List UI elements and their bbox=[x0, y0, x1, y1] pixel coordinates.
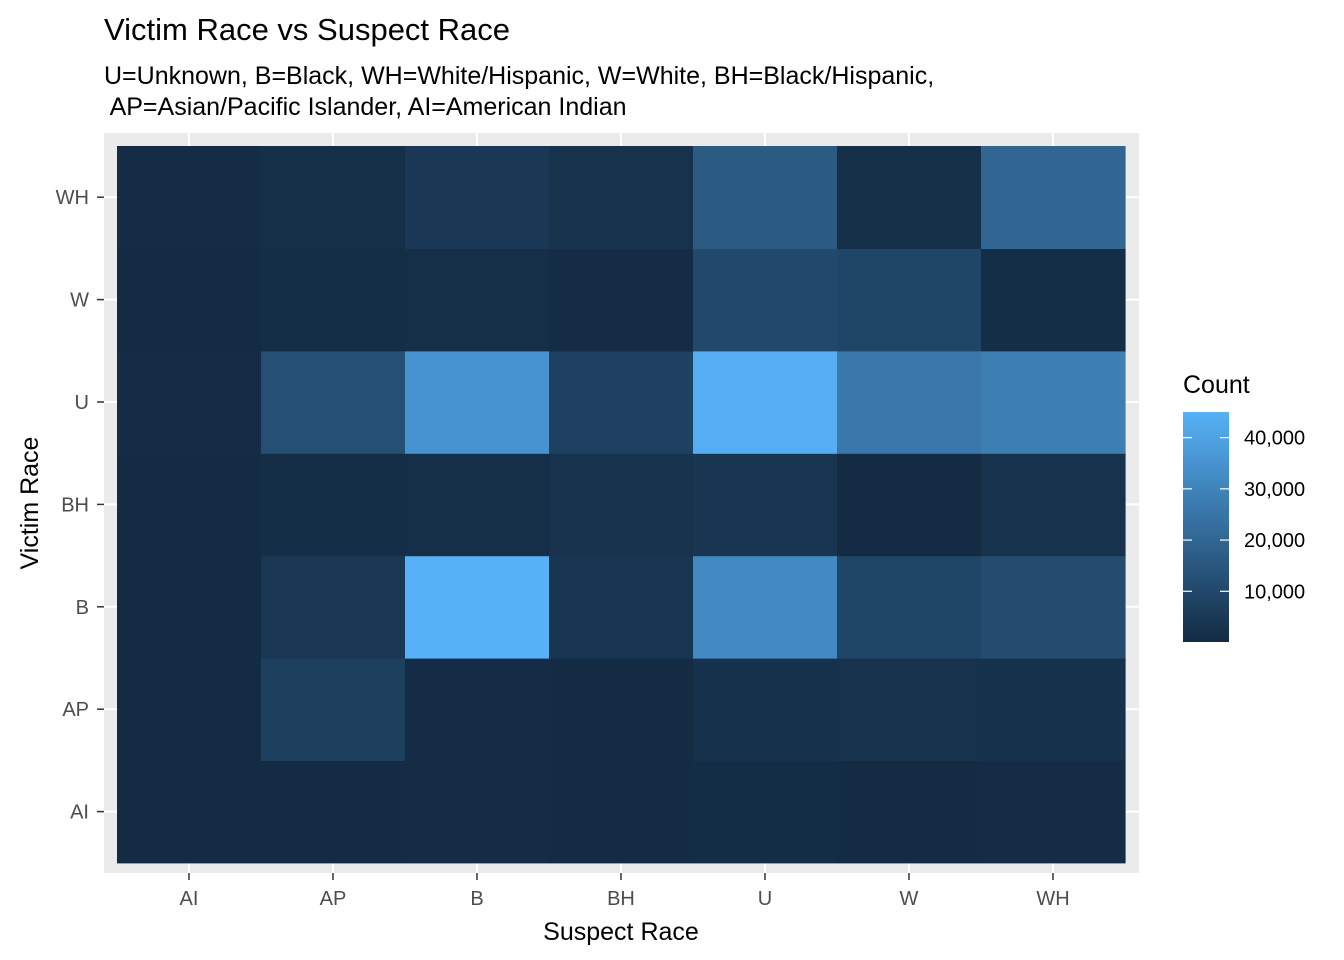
y-tick-label: AP bbox=[62, 699, 89, 721]
heatmap-tile bbox=[549, 658, 694, 761]
x-tick-label: WH bbox=[1036, 888, 1069, 910]
legend-ticks: 10,000 20,000 30,000 40,000 bbox=[1183, 428, 1305, 603]
legend-colorbar bbox=[1183, 412, 1229, 642]
heatmap-tile bbox=[261, 146, 406, 249]
heatmap-tile bbox=[693, 760, 838, 864]
y-tick-label: AI bbox=[70, 802, 89, 824]
heatmap-tile bbox=[981, 760, 1126, 864]
x-tick-label: BH bbox=[607, 888, 635, 910]
heatmap-tile bbox=[405, 248, 550, 352]
heatmap-tile bbox=[549, 555, 694, 659]
heatmap-tile bbox=[549, 453, 694, 557]
heatmap-tile bbox=[837, 146, 982, 249]
heatmap-tile bbox=[837, 248, 982, 352]
heatmap-tile bbox=[981, 146, 1126, 249]
heatmap-tiles bbox=[117, 146, 1126, 864]
heatmap-tile bbox=[261, 453, 406, 557]
heatmap-tile bbox=[117, 555, 262, 659]
legend-tick-label: 10,000 bbox=[1244, 581, 1305, 603]
chart-subtitle-line-2: AP=Asian/Pacific Islander, AI=American I… bbox=[104, 93, 627, 121]
chart-title: Victim Race vs Suspect Race bbox=[104, 12, 510, 47]
heatmap-tile bbox=[405, 146, 550, 249]
legend-tick-label: 20,000 bbox=[1244, 530, 1305, 552]
x-tick-label: B bbox=[470, 888, 483, 910]
heatmap-tile bbox=[981, 555, 1126, 659]
heatmap-tile bbox=[693, 658, 838, 761]
heatmap-tile bbox=[117, 453, 262, 557]
heatmap-tile bbox=[837, 350, 982, 454]
x-tick-label: U bbox=[758, 888, 772, 910]
heatmap-tile bbox=[117, 760, 262, 864]
y-axis-title: Victim Race bbox=[16, 437, 44, 570]
legend-title: Count bbox=[1183, 371, 1250, 399]
heatmap-tile bbox=[837, 658, 982, 761]
y-tick-label: BH bbox=[61, 494, 89, 516]
x-tick-label: AI bbox=[180, 888, 199, 910]
heatmap-tile bbox=[261, 658, 406, 761]
heatmap-tile bbox=[117, 658, 262, 761]
x-axis-title: Suspect Race bbox=[543, 918, 699, 946]
heatmap-tile bbox=[837, 453, 982, 557]
heatmap-tile bbox=[261, 760, 406, 864]
y-tick-label: B bbox=[76, 597, 89, 619]
heatmap-tile bbox=[405, 658, 550, 761]
heatmap-tile bbox=[117, 146, 262, 249]
legend-tick-label: 30,000 bbox=[1244, 479, 1305, 501]
heatmap-tile bbox=[981, 658, 1126, 761]
legend-tick-label: 40,000 bbox=[1244, 428, 1305, 450]
heatmap-tile bbox=[837, 760, 982, 864]
heatmap-tile bbox=[981, 248, 1126, 352]
heatmap-tile bbox=[117, 350, 262, 454]
heatmap-tile bbox=[405, 555, 550, 659]
x-tick-label: AP bbox=[320, 888, 347, 910]
heatmap-tile bbox=[405, 453, 550, 557]
x-axis: AI AP B BH U W WH bbox=[180, 873, 1070, 910]
heatmap-tile bbox=[837, 555, 982, 659]
heatmap-tile bbox=[549, 350, 694, 454]
heatmap-tile bbox=[261, 350, 406, 454]
heatmap-tile bbox=[693, 555, 838, 659]
heatmap-tile bbox=[549, 760, 694, 864]
heatmap-tile bbox=[405, 760, 550, 864]
chart-subtitle-line-1: U=Unknown, B=Black, WH=White/Hispanic, W… bbox=[104, 62, 934, 90]
heatmap-tile bbox=[693, 146, 838, 249]
heatmap-tile bbox=[981, 350, 1126, 454]
heatmap-tile bbox=[693, 248, 838, 352]
y-tick-label: WH bbox=[56, 187, 89, 209]
heatmap-tile bbox=[261, 555, 406, 659]
heatmap-tile bbox=[549, 146, 694, 249]
heatmap-tile bbox=[981, 453, 1126, 557]
heatmap-tile bbox=[261, 248, 406, 352]
heatmap-tile bbox=[549, 248, 694, 352]
y-tick-label: W bbox=[70, 290, 89, 312]
x-tick-label: W bbox=[900, 888, 919, 910]
heatmap-tile bbox=[117, 248, 262, 352]
y-axis: AI AP B BH U W WH bbox=[56, 187, 104, 824]
y-tick-label: U bbox=[75, 392, 89, 414]
heatmap-tile bbox=[693, 350, 838, 454]
heatmap-tile bbox=[693, 453, 838, 557]
heatmap-tile bbox=[405, 350, 550, 454]
